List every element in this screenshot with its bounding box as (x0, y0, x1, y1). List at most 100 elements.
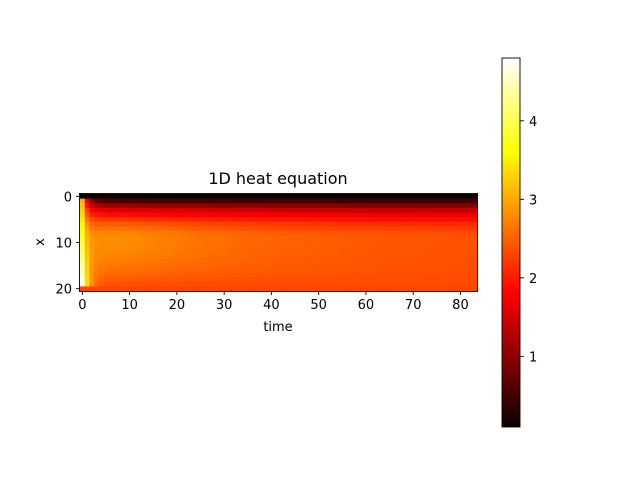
heatmap-cell (311, 226, 317, 232)
heatmap-cell (141, 240, 147, 246)
heatmap-cell (458, 249, 464, 255)
heatmap-cell (117, 281, 123, 287)
heatmap-cell (434, 207, 440, 213)
heatmap-cell (193, 272, 199, 278)
heatmap-cell (335, 258, 341, 264)
heatmap-cell (330, 254, 336, 260)
heatmap-cell (193, 194, 199, 199)
heatmap-cell (439, 267, 445, 273)
heatmap-cell (98, 244, 104, 250)
heatmap-cell (401, 254, 407, 260)
heatmap-cell (287, 212, 294, 218)
heatmap-cell (193, 263, 199, 269)
heatmap-cell (127, 198, 133, 204)
heatmap-cell (406, 217, 412, 223)
heatmap-cell (155, 221, 161, 227)
heatmap-cell (429, 194, 435, 199)
heatmap-cell (368, 277, 374, 283)
heatmap-cell (368, 203, 374, 209)
heatmap-cell (297, 240, 303, 246)
heatmap-cell (146, 194, 152, 199)
heatmap-cell (212, 221, 218, 227)
heatmap-cell (382, 221, 388, 227)
heatmap-cell (174, 203, 180, 209)
heatmap-cell (202, 235, 208, 241)
heatmap-cell (330, 277, 336, 283)
heatmap-cell (354, 286, 360, 292)
heatmap-cell (287, 217, 294, 223)
heatmap-cell (254, 207, 260, 213)
heatmap-cell (226, 267, 232, 273)
heatmap-cell (127, 244, 133, 250)
heatmap-cell (415, 277, 421, 283)
heatmap-cell (306, 217, 312, 223)
heatmap-cell (103, 254, 109, 260)
heatmap-cell (429, 258, 435, 264)
heatmap-cell (401, 244, 407, 250)
heatmap-cell (401, 230, 407, 236)
heatmap-cell (198, 230, 204, 236)
heatmap-cell (363, 244, 369, 250)
heatmap-cell (278, 281, 284, 287)
heatmap-cell (231, 254, 237, 260)
heatmap-cell (339, 198, 346, 204)
heatmap-cell (89, 286, 95, 292)
heatmap-cell (259, 212, 265, 218)
heatmap-cell (306, 258, 312, 264)
heatmap-cell (103, 249, 109, 255)
heatmap-cell (240, 226, 246, 232)
y-tick-label: 10 (55, 237, 72, 252)
heatmap-cell (429, 217, 435, 223)
heatmap-cell (382, 267, 388, 273)
heatmap-cell (179, 254, 185, 260)
heatmap-cell (339, 212, 346, 218)
heatmap-cell (264, 258, 270, 264)
heatmap-cell (179, 203, 185, 209)
heatmap-cell (160, 235, 166, 241)
heatmap-cell (212, 198, 218, 204)
heatmap-cell (368, 217, 374, 223)
heatmap-cell (406, 263, 412, 269)
heatmap-cell (84, 263, 90, 269)
heatmap-cell (278, 226, 284, 232)
heatmap-cell (335, 230, 341, 236)
heatmap-cell (443, 267, 449, 273)
heatmap-cell (160, 207, 166, 213)
heatmap-cell (217, 203, 223, 209)
heatmap-cell (420, 203, 426, 209)
heatmap-cell (160, 221, 166, 227)
heatmap-cell (226, 281, 232, 287)
heatmap-cell (382, 235, 388, 241)
heatmap-cell (391, 244, 398, 250)
heatmap-cell (202, 207, 208, 213)
heatmap-cell (387, 203, 393, 209)
heatmap-cell (439, 258, 445, 264)
heatmap-cell (98, 272, 104, 278)
heatmap-cell (259, 244, 265, 250)
heatmap-cell (146, 286, 152, 292)
heatmap-cell (283, 263, 289, 269)
heatmap-cell (245, 235, 251, 241)
heatmap-cell (273, 230, 279, 236)
heatmap-cell (316, 230, 322, 236)
heatmap-cell (131, 286, 138, 292)
heatmap-cell (179, 230, 185, 236)
heatmap-cell (269, 194, 275, 199)
heatmap-cell (179, 258, 185, 264)
heatmap-cell (434, 254, 440, 260)
heatmap-cell (434, 281, 440, 287)
heatmap-cell (202, 203, 208, 209)
heatmap-cell (117, 212, 123, 218)
heatmap-cell (287, 203, 294, 209)
heatmap-cell (169, 263, 175, 269)
heatmap-cell (368, 230, 374, 236)
heatmap-cell (448, 207, 454, 213)
heatmap-cell (188, 230, 194, 236)
heatmap-cell (202, 249, 208, 255)
heatmap-cell (198, 267, 204, 273)
heatmap-cell (174, 198, 180, 204)
heatmap-cell (131, 198, 138, 204)
heatmap-cell (254, 244, 260, 250)
heatmap-cell (165, 267, 171, 273)
